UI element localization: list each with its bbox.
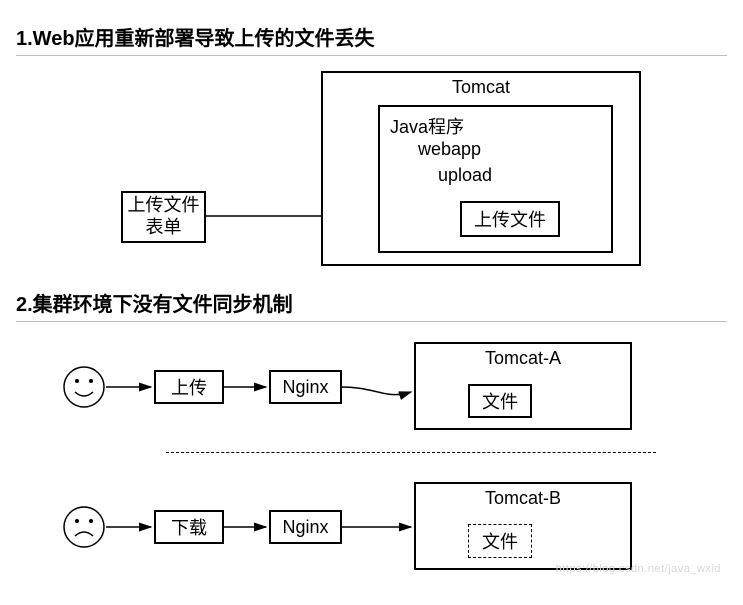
tomcat-a-label: Tomcat-A [416,348,630,369]
section2-title: 2.集群环境下没有文件同步机制 [16,288,727,317]
java-program-label: Java程序 [390,113,464,139]
webapp-label: webapp [418,139,481,160]
file-a-box: 文件 [468,384,532,418]
file-b-box: 文件 [468,524,532,558]
nginx-a-box: Nginx [269,370,342,404]
tomcat-b-label: Tomcat-B [416,488,630,509]
section1-underline [16,55,727,56]
upload-label: upload [438,165,492,186]
diagram-2: 上传 Nginx Tomcat-A 文件 下载 Nginx Tomcat-B 文… [16,332,727,577]
tomcat-label: Tomcat [323,77,639,98]
javaapp-box: Java程序 webapp upload 上传文件 [378,105,613,253]
split-line [166,452,656,453]
tomcat-b-box: Tomcat-B 文件 [414,482,632,570]
tomcat-outer-box: Tomcat Java程序 webapp upload 上传文件 [321,71,641,266]
upload-action-box: 上传 [154,370,224,404]
form-box-line2: 表单 [146,217,182,239]
tomcat-a-box: Tomcat-A 文件 [414,342,632,430]
nginx-b-box: Nginx [269,510,342,544]
watermark: https://blog.csdn.net/java_wxid [556,563,721,575]
section2-underline [16,321,727,322]
upload-file-box: 上传文件 [460,201,560,237]
section1-title: 1.Web应用重新部署导致上传的文件丢失 [16,22,727,51]
download-action-box: 下载 [154,510,224,544]
diagram-1: 上传文件 表单 Tomcat Java程序 webapp upload 上传文件 [16,66,727,276]
form-box: 上传文件 表单 [121,191,206,243]
form-box-line1: 上传文件 [128,195,200,217]
